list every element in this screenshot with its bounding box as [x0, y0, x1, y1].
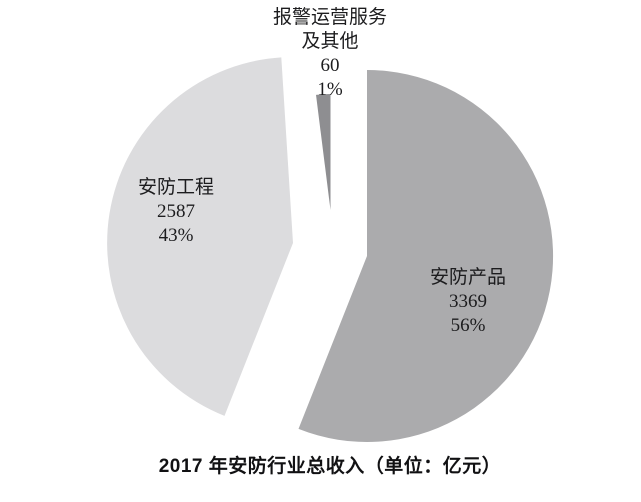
pie-slice-3 [316, 93, 331, 210]
pie-slice-1 [298, 69, 554, 443]
slice-label-line: 报警运营服务 [272, 7, 388, 28]
slice-label-1: 安防产品 3369 56% [430, 266, 506, 338]
slice-label-line: 2587 [156, 201, 195, 222]
slice-label-line: 56% [450, 315, 486, 336]
slice-label-line: 安防工程 [137, 177, 215, 198]
slice-label-line: 及其他 [301, 31, 359, 52]
slice-label-2: 安防工程 2587 43% [138, 176, 214, 248]
slice-label-line: 3369 [448, 291, 487, 312]
slice-label-line: 安防产品 [429, 267, 507, 288]
pie-slice-2 [107, 57, 293, 416]
chart-title: 2017 年安防行业总收入（单位：亿元） [158, 456, 502, 477]
slice-label-line: 1% [317, 79, 343, 100]
slice-label-3: 报警运营服务 及其他 60 1% [273, 6, 387, 102]
slice-label-line: 43% [158, 225, 194, 246]
slice-label-line: 60 [320, 55, 340, 76]
